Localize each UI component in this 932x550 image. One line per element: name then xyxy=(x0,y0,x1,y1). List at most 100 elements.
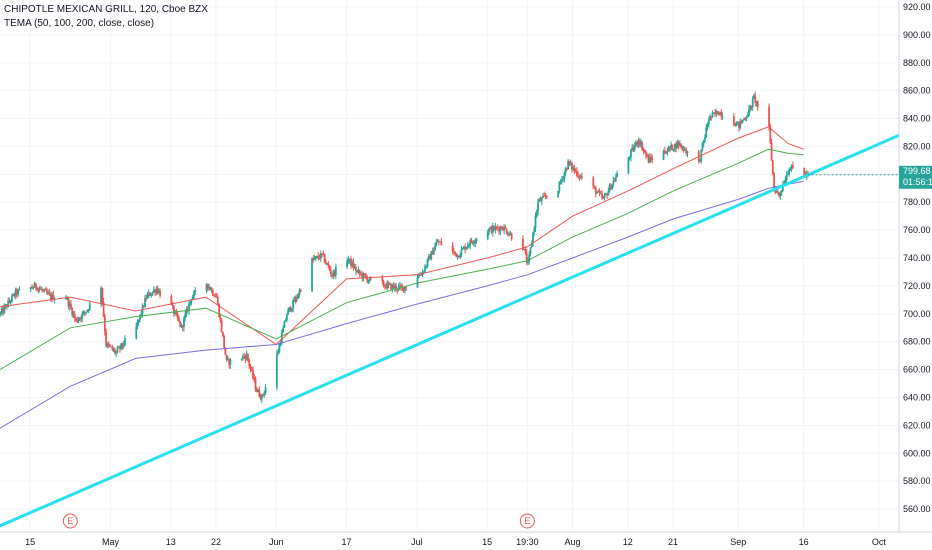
candle xyxy=(431,247,434,255)
candle xyxy=(768,103,770,131)
candle xyxy=(432,247,435,255)
candle xyxy=(440,237,443,246)
candle xyxy=(719,111,721,115)
candle-body xyxy=(326,263,328,265)
candle-body xyxy=(113,349,116,353)
price-tick-label: 560.00 xyxy=(903,504,931,514)
candle-body xyxy=(614,177,617,181)
candle-body xyxy=(144,298,146,307)
candle-body xyxy=(298,290,301,296)
candle-body xyxy=(451,244,454,252)
candle-body xyxy=(14,289,17,296)
candle-body xyxy=(333,271,336,276)
candle-body xyxy=(332,271,335,276)
candle xyxy=(49,291,52,303)
candle xyxy=(665,150,667,155)
candle-body xyxy=(562,178,565,180)
candle xyxy=(171,301,174,310)
candle-body xyxy=(317,256,320,258)
candle xyxy=(717,111,720,116)
candle-body xyxy=(277,351,280,355)
candle xyxy=(436,239,439,243)
candle xyxy=(470,237,473,244)
candle xyxy=(611,184,613,190)
candle-body xyxy=(473,242,475,244)
candle-body xyxy=(679,143,681,146)
candle xyxy=(247,353,249,363)
candle xyxy=(175,308,178,317)
earnings-marker-label: E xyxy=(524,516,530,526)
candle xyxy=(0,311,2,317)
candle xyxy=(468,243,470,249)
candle-body xyxy=(706,124,709,128)
candle xyxy=(776,189,779,196)
candle xyxy=(606,192,608,199)
candle-body xyxy=(191,296,194,300)
candle-body xyxy=(87,309,90,311)
candle xyxy=(322,250,325,256)
candle-body xyxy=(753,95,755,99)
candle-body xyxy=(663,150,666,153)
candle-body xyxy=(224,347,227,355)
candle-body xyxy=(248,360,251,366)
candle xyxy=(405,286,408,291)
candle-body xyxy=(602,197,605,199)
candle xyxy=(183,315,185,332)
candle xyxy=(740,119,743,125)
candle xyxy=(671,144,674,151)
candle-body xyxy=(567,160,570,170)
candle-body xyxy=(75,317,77,320)
candle-body xyxy=(9,301,12,303)
candle-body xyxy=(136,321,139,327)
candle-body xyxy=(530,243,533,248)
candle-body xyxy=(34,283,37,288)
candle xyxy=(180,323,183,329)
candle xyxy=(294,295,297,304)
candle xyxy=(174,309,177,316)
candle xyxy=(362,272,365,282)
candle-body xyxy=(525,253,528,263)
candle xyxy=(102,297,105,318)
candle-body xyxy=(313,258,316,260)
candle-body xyxy=(642,150,645,152)
candle xyxy=(627,156,630,175)
candle xyxy=(748,105,750,117)
candle xyxy=(632,144,635,152)
candle-body xyxy=(31,287,33,289)
candle-body xyxy=(228,359,231,365)
candle-body xyxy=(176,314,179,319)
candle xyxy=(572,165,575,172)
candle xyxy=(608,183,611,193)
candle-body xyxy=(262,394,264,396)
candle xyxy=(291,307,293,313)
candle-body xyxy=(643,150,646,153)
candle-body xyxy=(468,245,470,247)
candle xyxy=(604,192,607,196)
candle xyxy=(36,286,38,292)
candle-body xyxy=(240,358,243,360)
candle xyxy=(8,297,11,304)
candle xyxy=(637,137,640,149)
candle xyxy=(229,357,232,369)
candle xyxy=(534,212,537,232)
candle-body xyxy=(651,158,654,160)
candle xyxy=(73,311,76,322)
candle xyxy=(253,373,256,383)
candle xyxy=(643,148,646,154)
candle-body xyxy=(194,290,197,292)
candle-body xyxy=(734,125,737,127)
candle xyxy=(110,346,113,348)
candle-body xyxy=(88,303,91,310)
candle xyxy=(650,153,652,163)
candle-body xyxy=(532,233,534,244)
candle-body xyxy=(116,348,119,353)
candle-body xyxy=(493,226,495,231)
candle-body xyxy=(291,308,293,311)
price-tick-label: 760.00 xyxy=(903,225,931,235)
candle xyxy=(210,287,213,293)
candle-body xyxy=(324,262,327,264)
candle xyxy=(107,341,110,348)
candle-body xyxy=(257,389,259,392)
